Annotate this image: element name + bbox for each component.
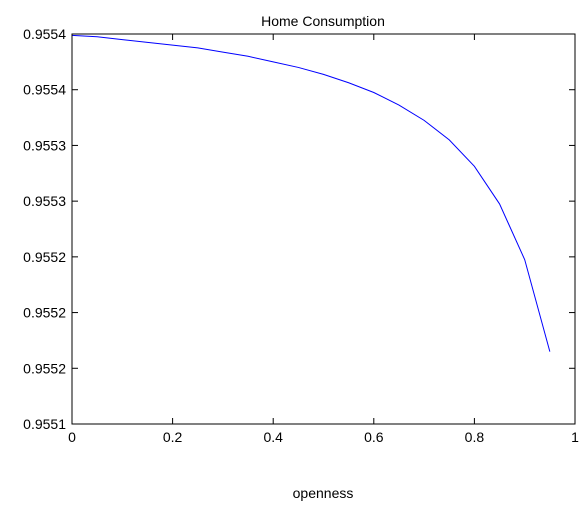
- x-tick-label: 0.2: [163, 429, 183, 445]
- y-tick-label: 0.9553: [23, 137, 66, 153]
- y-tick-label: 0.9552: [23, 305, 66, 321]
- x-tick-label: 0.8: [465, 429, 485, 445]
- y-tick-label: 0.9554: [23, 82, 66, 98]
- axis-ticks: 0 0.2 0.4 0.6 0.8 1 0.9551 0.9552 0.9552 0.9552 0.…: [23, 26, 579, 445]
- x-tick-label: 0: [68, 429, 76, 445]
- y-tick-label: 0.9552: [23, 360, 66, 376]
- y-tick-label: 0.9552: [23, 249, 66, 265]
- y-tick-label: 0.9554: [23, 26, 66, 42]
- series-layer: [71, 34, 551, 352]
- x-tick-label: 1: [571, 429, 579, 445]
- chart-title: Home Consumption: [261, 13, 385, 29]
- series-line: [71, 34, 551, 352]
- x-axis-title: openness: [293, 485, 354, 501]
- y-tick-label: 0.9553: [23, 193, 66, 209]
- y-tick-label: 0.9551: [23, 416, 66, 432]
- plot-frame: [71, 33, 576, 425]
- x-tick-label: 0.4: [263, 429, 283, 445]
- x-tick-label: 0.6: [364, 429, 384, 445]
